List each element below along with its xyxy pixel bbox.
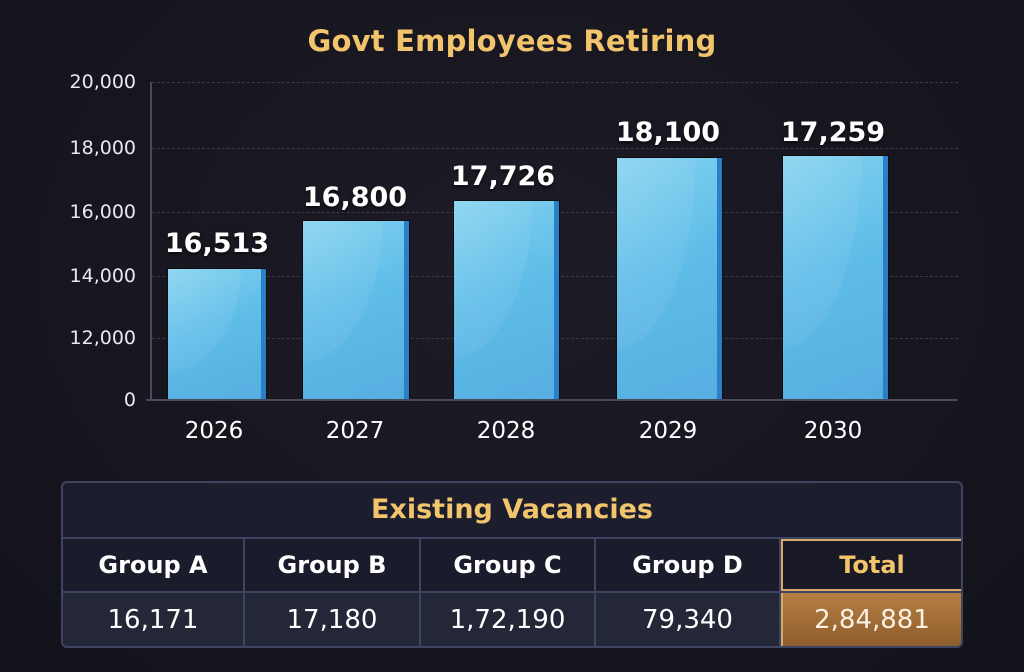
x-tick-2026: 2026 — [184, 418, 244, 444]
x-tick-2028: 2028 — [476, 418, 536, 444]
value-total: 2,84,881 — [781, 593, 961, 646]
bar-2030 — [783, 156, 888, 400]
y-tick-20000: 20,000 — [69, 71, 136, 93]
y-axis — [150, 82, 152, 400]
value-group-d: 79,340 — [596, 593, 781, 646]
y-tick-0: 0 — [123, 389, 136, 411]
y-tick-12000: 12,000 — [69, 327, 136, 349]
vacancies-table-title: Existing Vacancies — [63, 483, 961, 539]
header-total: Total — [781, 539, 961, 591]
header-group-a: Group A — [63, 539, 245, 591]
gridline — [152, 82, 958, 83]
header-group-b: Group B — [245, 539, 421, 591]
bar-value-label-2030: 17,259 — [780, 117, 886, 148]
bar-2026 — [168, 269, 266, 400]
bar-2029 — [617, 158, 722, 400]
bar-value-label-2029: 18,100 — [615, 117, 721, 148]
bar-value-label-2028: 17,726 — [450, 161, 556, 192]
bar-chart: 20,000 18,000 16,000 14,000 12,000 0 16,… — [69, 71, 958, 444]
table-row: 16,171 17,180 1,72,190 79,340 2,84,881 — [63, 593, 961, 646]
value-group-a: 16,171 — [63, 593, 245, 646]
bar-2028 — [454, 201, 559, 400]
value-group-b: 17,180 — [245, 593, 421, 646]
y-tick-14000: 14,000 — [69, 265, 136, 287]
y-tick-16000: 16,000 — [69, 201, 136, 223]
bar-value-label-2027: 16,800 — [302, 182, 408, 213]
header-group-d: Group D — [596, 539, 781, 591]
chart-title: Govt Employees Retiring — [307, 24, 717, 58]
x-tick-2027: 2027 — [325, 418, 385, 444]
header-group-c: Group C — [421, 539, 596, 591]
value-group-c: 1,72,190 — [421, 593, 596, 646]
bar-value-label-2026: 16,513 — [164, 228, 270, 259]
y-tick-18000: 18,000 — [69, 137, 136, 159]
gridline — [152, 148, 958, 149]
table-header-row: Group A Group B Group C Group D Total — [63, 539, 961, 593]
bar-2027 — [303, 221, 409, 400]
x-axis — [146, 399, 958, 401]
x-tick-2029: 2029 — [638, 418, 698, 444]
x-tick-2030: 2030 — [803, 418, 863, 444]
vacancies-table: Existing Vacancies Group A Group B Group… — [61, 481, 963, 648]
